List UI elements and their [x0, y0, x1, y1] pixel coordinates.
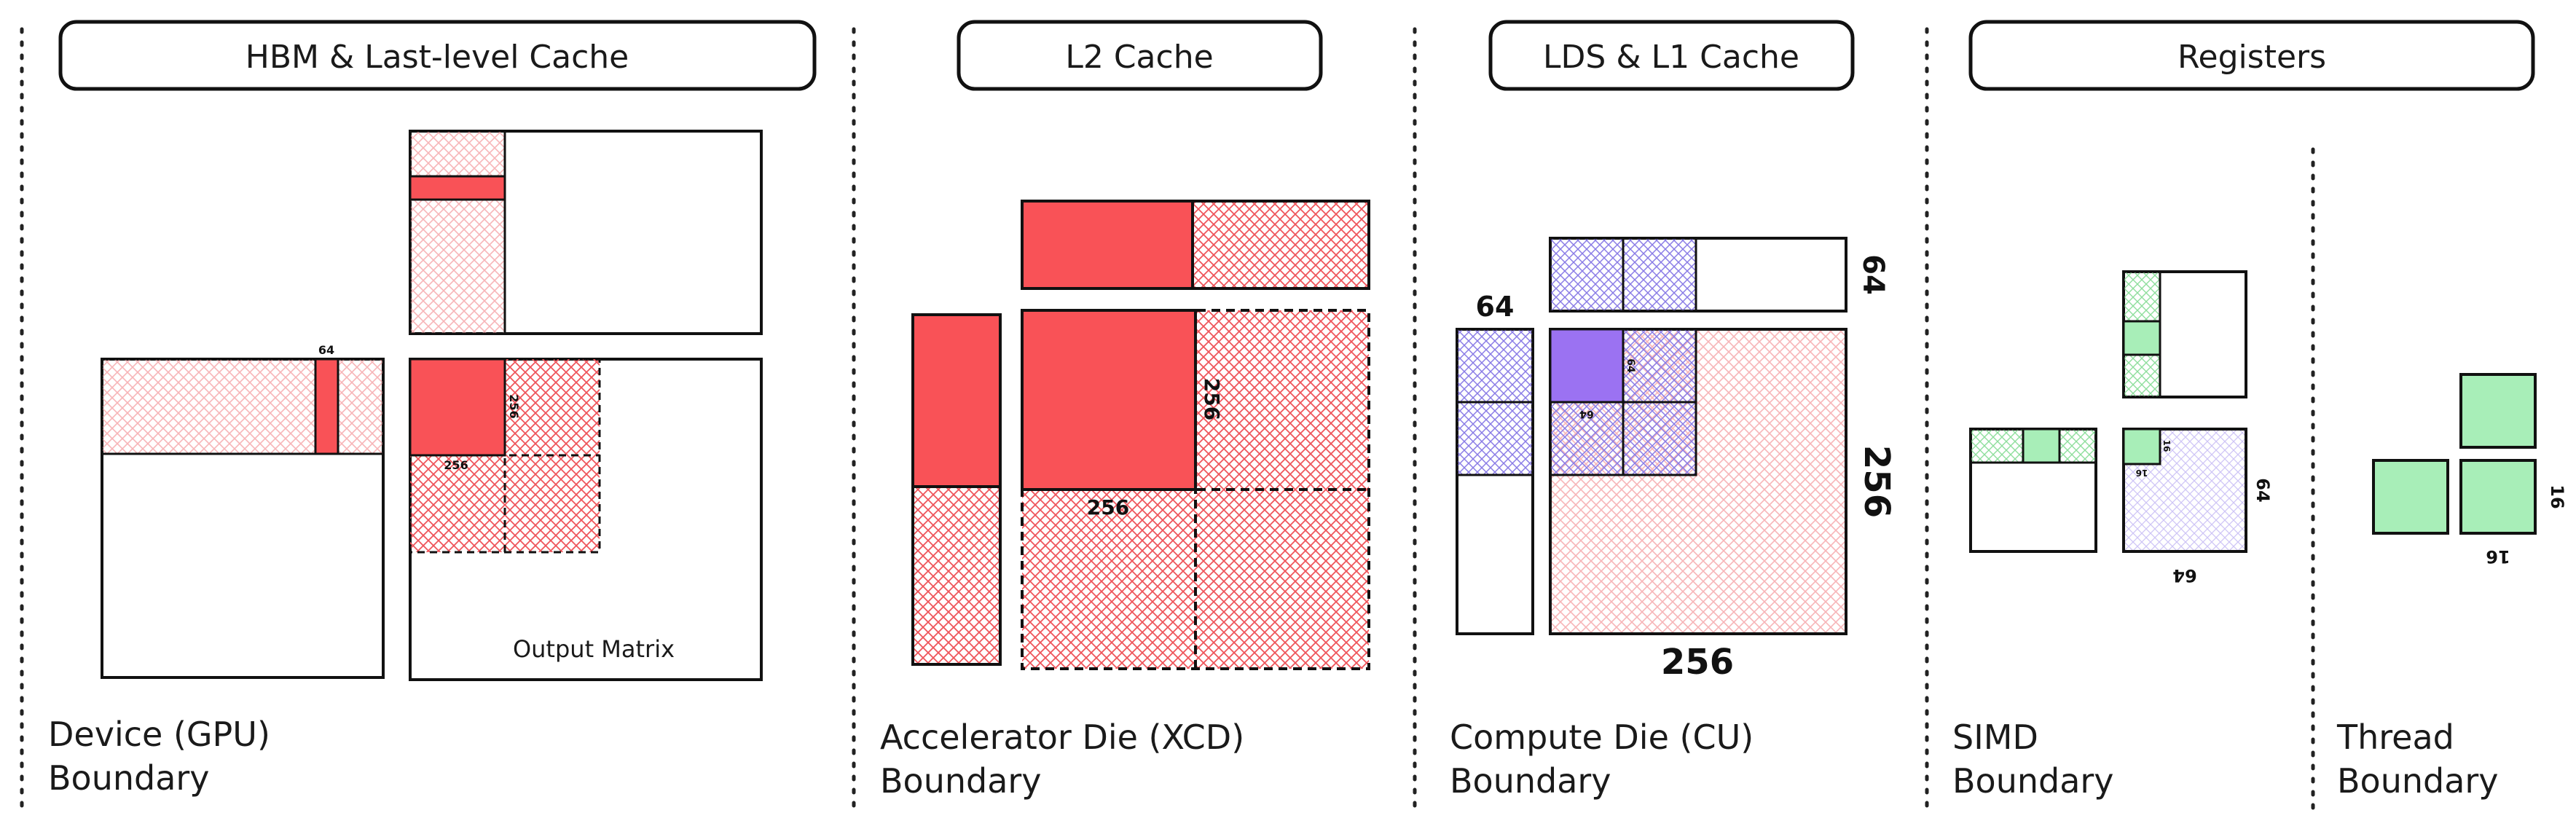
hbm-a-dim-64: 64 [318, 343, 334, 357]
simd-section: 16 16 64 64 [1969, 270, 2273, 586]
simd-a-green-tile [2022, 428, 2061, 464]
hbm-b-red-strip [409, 175, 506, 201]
hbm-b-hatch-column [409, 130, 506, 335]
boundary-thread-line2: Boundary [2337, 761, 2499, 801]
lds-output-tile-4 [1622, 401, 1697, 476]
hbm-output-dim-256-h: 256 [444, 458, 468, 472]
thread-dim-16-h: 16 [2486, 546, 2510, 567]
l2-section: 256 256 [911, 200, 1370, 670]
boundary-xcd-line1: Accelerator Die (XCD) [880, 718, 1244, 757]
lds-section: 64 64 64 64 256 256 [1456, 237, 1897, 683]
header-lds: LDS & L1 Cache [1488, 20, 1855, 91]
thread-a-tile [2372, 459, 2449, 535]
lds-output-tile-3 [1549, 401, 1625, 476]
header-l2: L2 Cache [957, 20, 1323, 91]
simd-b-green-tile [2122, 320, 2161, 356]
header-hbm: HBM & Last-level Cache [58, 20, 817, 91]
lds-b-dim-64: 64 [1856, 254, 1890, 295]
header-registers-text: Registers [2178, 39, 2326, 76]
lds-a-dim-64: 64 [1476, 291, 1515, 323]
simd-tile-dim-16-v: 16 [2161, 440, 2172, 452]
thread-output-tile [2459, 459, 2537, 535]
hbm-output-red-tile [409, 358, 506, 457]
boundary-simd-line2: Boundary [1952, 761, 2114, 801]
l2-a-hatch [911, 485, 1002, 666]
lds-b-hatch-1 [1549, 237, 1625, 313]
boundary-thread-line1: Thread [2336, 718, 2454, 757]
boundary-device-line2: Boundary [48, 758, 210, 798]
section-separators [20, 27, 2315, 811]
lds-a-hatch-2 [1456, 401, 1534, 476]
l2-b-red [1021, 200, 1194, 290]
header-l2-text: L2 Cache [1065, 39, 1213, 76]
hbm-a-red-strip [314, 358, 339, 455]
lds-a-hatch-1 [1456, 328, 1534, 404]
lds-b-hatch-2 [1622, 237, 1697, 313]
header-hbm-text: HBM & Last-level Cache [246, 39, 629, 76]
lds-output-dim-256-v: 256 [1856, 445, 1897, 518]
l2-dim-256-h: 256 [1087, 495, 1129, 519]
boundary-cu-line1: Compute Die (CU) [1450, 718, 1754, 757]
l2-dim-256-v: 256 [1200, 378, 1224, 420]
thread-b-tile [2459, 373, 2537, 449]
hbm-a-hatch-row [101, 358, 385, 455]
l2-a-red [911, 313, 1002, 488]
boundary-cu-line2: Boundary [1450, 761, 1611, 801]
simd-output-dim-64-h: 64 [2172, 565, 2196, 586]
lds-output-tile-solid [1549, 328, 1625, 404]
simd-tile-dim-16-h: 16 [2136, 468, 2148, 478]
header-registers: Registers [1968, 20, 2535, 91]
boundary-simd-line1: SIMD [1952, 718, 2038, 757]
header-lds-text: LDS & L1 Cache [1543, 39, 1799, 76]
boundary-device-line1: Device (GPU) [48, 715, 270, 754]
simd-output-dim-64-v: 64 [2253, 478, 2273, 502]
lds-tile-dim-64-v: 64 [1625, 358, 1636, 373]
thread-section: 16 16 [2372, 373, 2567, 567]
thread-dim-16-v: 16 [2547, 484, 2567, 508]
boundary-xcd-line2: Boundary [880, 761, 1042, 801]
hbm-section: 64 256 256 Output Matrix [101, 130, 763, 681]
simd-output-green-tile [2122, 428, 2161, 465]
lds-output-dim-256-h: 256 [1661, 642, 1734, 683]
lds-tile-dim-64-h: 64 [1579, 408, 1594, 420]
boundary-labels: Device (GPU) Boundary Accelerator Die (X… [48, 715, 2499, 801]
hbm-output-dim-256-v: 256 [507, 394, 521, 418]
output-matrix-label: Output Matrix [513, 635, 675, 663]
l2-b-hatch [1191, 200, 1370, 290]
l2-output-red-tile [1021, 309, 1197, 491]
